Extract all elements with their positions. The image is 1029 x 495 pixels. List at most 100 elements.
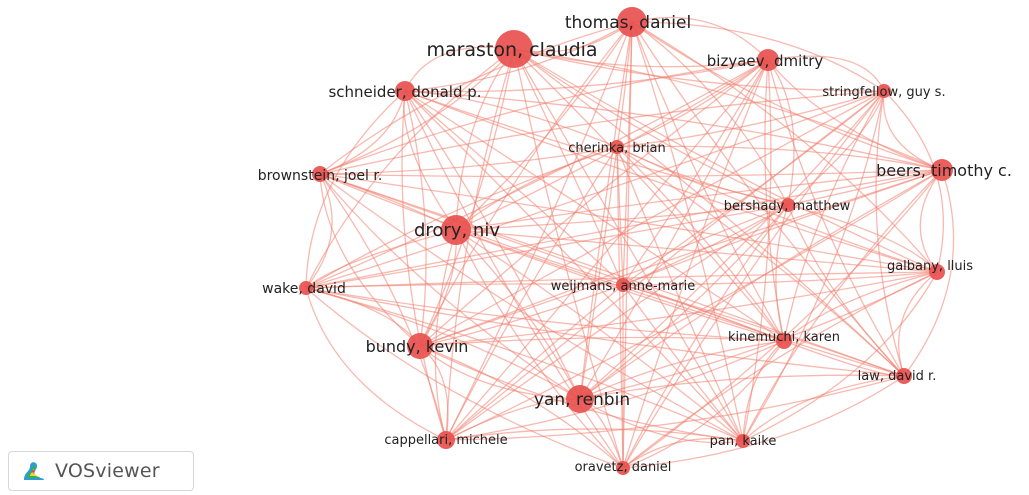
node-label-law[interactable]: law, david r. — [858, 369, 937, 384]
edge-maraston-bershady — [513, 48, 789, 206]
edge-bershady-drory — [455, 204, 789, 231]
edge-law-yan — [579, 374, 905, 400]
node-bizyaev[interactable] — [757, 49, 779, 71]
node-oravetz[interactable] — [616, 461, 630, 475]
node-label-pan[interactable]: pan, kaike — [710, 434, 777, 449]
node-label-kinemuchi[interactable]: kinemuchi, karen — [728, 330, 840, 345]
node-label-drory[interactable]: drory, niv — [414, 220, 500, 241]
node-drory[interactable] — [441, 215, 471, 245]
node-label-cappellari[interactable]: cappellari, michele — [384, 433, 507, 448]
edge-bizyaev-weijmans — [622, 59, 769, 286]
edge-brownstein-law — [319, 173, 905, 377]
edge-galbany-weijmans — [622, 271, 938, 286]
node-label-brownstein[interactable]: brownstein, joel r. — [258, 168, 383, 184]
node-law[interactable] — [896, 368, 912, 384]
edge-cherinka-law — [616, 146, 905, 377]
node-thomas[interactable] — [617, 7, 647, 37]
edge-kinemuchi-oravetz — [622, 340, 785, 469]
node-beers[interactable] — [931, 159, 953, 181]
edge-kinemuchi-cappellari — [445, 340, 785, 441]
edge-kinemuchi-yan — [579, 340, 785, 400]
edge-bizyaev-beers — [767, 59, 943, 171]
vosviewer-logo-badge[interactable]: VOSviewer — [8, 451, 194, 491]
edge-maraston-weijmans — [513, 48, 624, 286]
node-label-beers[interactable]: beers, timothy c. — [876, 161, 1012, 180]
node-pan[interactable] — [736, 434, 750, 448]
edge-bizyaev-stringfellow — [767, 55, 885, 92]
node-weijmans[interactable] — [616, 278, 630, 292]
edge-thomas-pan — [631, 21, 744, 442]
edge-kinemuchi-bundy — [419, 336, 785, 347]
node-label-galbany[interactable]: galbany, lluis — [887, 259, 973, 274]
node-label-schneider[interactable]: schneider, donald p. — [328, 83, 481, 101]
node-label-yan[interactable]: yan, renbin — [534, 390, 630, 410]
edge-stringfellow-beers — [882, 90, 943, 171]
edge-maraston-drory — [455, 48, 515, 231]
node-label-maraston[interactable]: maraston, claudia — [426, 39, 597, 61]
edge-bershady-law — [787, 204, 905, 377]
edge-stringfellow-oravetz — [622, 90, 885, 469]
label-layer: thomas, daniel maraston, claudia bizyaev, … — [258, 13, 1012, 475]
edge-schneider-galbany — [404, 90, 938, 273]
edge-law-pan — [742, 375, 905, 442]
node-stringfellow[interactable] — [877, 84, 891, 98]
edge-cherinka-brownstein — [319, 146, 618, 175]
node-galbany[interactable] — [929, 264, 945, 280]
node-brownstein[interactable] — [312, 166, 328, 182]
edge-weijmans-pan — [622, 284, 744, 442]
edge-drory-pan — [455, 229, 744, 442]
node-kinemuchi[interactable] — [776, 333, 792, 349]
edge-maraston-bizyaev — [513, 48, 769, 68]
edge-bizyaev-law — [767, 59, 905, 377]
node-cherinka[interactable] — [610, 140, 624, 154]
edge-beers-drory — [455, 169, 943, 231]
edge-beers-bershady — [787, 169, 943, 206]
edge-galbany-pan — [742, 271, 938, 442]
node-bundy[interactable] — [407, 333, 433, 359]
node-label-bershady[interactable]: bershady, matthew — [724, 199, 851, 214]
node-label-bizyaev[interactable]: bizyaev, dmitry — [707, 52, 824, 70]
edge-bizyaev-yan — [579, 59, 769, 400]
edge-schneider-weijmans — [404, 90, 624, 286]
node-label-weijmans[interactable]: weijmans, anne-marie — [551, 279, 695, 294]
edge-maraston-brownstein — [319, 48, 515, 175]
edge-bizyaev-brownstein — [319, 59, 769, 175]
edge-bizyaev-oravetz — [622, 59, 769, 469]
edge-yan-pan — [579, 398, 744, 444]
vosviewer-logo-text: VOSviewer — [55, 460, 160, 482]
edge-maraston-law — [513, 48, 905, 377]
node-label-stringfellow[interactable]: stringfellow, guy s. — [822, 85, 945, 100]
edge-maraston-stringfellow — [513, 48, 885, 92]
node-label-oravetz[interactable]: oravetz, daniel — [575, 460, 672, 475]
edge-wake-cappellari — [305, 287, 447, 441]
edge-schneider-oravetz — [404, 90, 624, 469]
node-yan[interactable] — [566, 385, 594, 413]
edge-schneider-wake — [305, 90, 406, 289]
edge-stringfellow-cappellari — [445, 90, 885, 441]
edge-drory-yan — [455, 229, 581, 400]
node-label-cherinka[interactable]: cherinka, brian — [568, 141, 666, 156]
edge-beers-law — [903, 169, 955, 377]
edge-schneider-brownstein — [319, 90, 406, 175]
node-schneider[interactable] — [395, 81, 415, 101]
node-label-thomas[interactable]: thomas, daniel — [565, 13, 691, 33]
node-label-wake[interactable]: wake, david — [262, 281, 346, 297]
node-label-bundy[interactable]: bundy, kevin — [366, 337, 469, 356]
edge-maraston-wake — [305, 48, 515, 289]
edge-wake-kinemuchi — [305, 287, 785, 342]
edge-beers-wake — [305, 169, 943, 289]
node-cappellari[interactable] — [437, 431, 455, 449]
edge-stringfellow-bundy — [419, 90, 885, 347]
edge-galbany-bundy — [419, 271, 938, 347]
node-maraston[interactable] — [495, 30, 533, 68]
edge-stringfellow-pan — [742, 90, 885, 442]
edge-wake-pan — [305, 287, 744, 442]
node-bershady[interactable] — [781, 198, 795, 212]
edge-wake-oravetz — [305, 287, 624, 469]
edge-galbany-law — [898, 271, 938, 377]
edge-thomas-cherinka — [616, 21, 633, 148]
edge-bundy-oravetz — [419, 345, 624, 469]
node-wake[interactable] — [299, 281, 313, 295]
